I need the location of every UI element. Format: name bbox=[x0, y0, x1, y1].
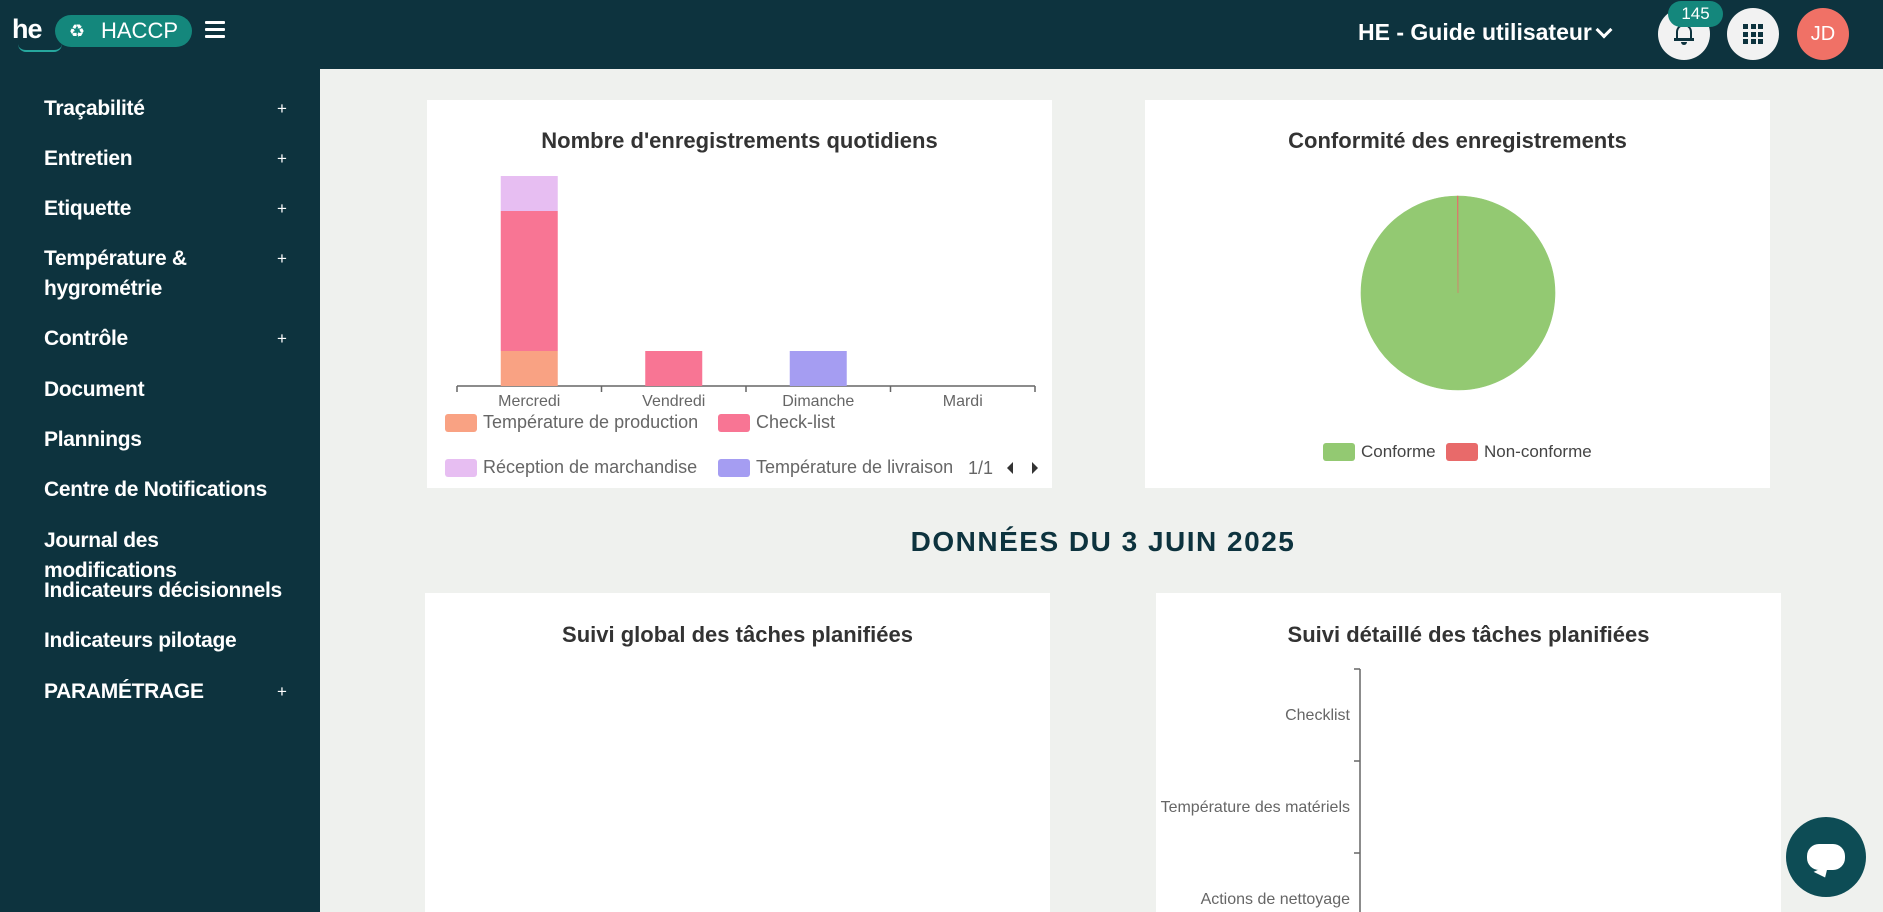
legend-item-conforme[interactable]: Conforme bbox=[1323, 442, 1436, 462]
x-tick-label: Mercredi bbox=[498, 393, 560, 410]
legend-label: Conforme bbox=[1361, 442, 1436, 461]
bar-segment[interactable] bbox=[789, 351, 847, 386]
daily-records-chart: Mercredi Vendredi Dimanche Mardi bbox=[456, 176, 1036, 410]
sidebar-item-plannings[interactable]: Plannings bbox=[44, 425, 294, 455]
global-tasks-card: Suivi global des tâches planifiées bbox=[425, 593, 1050, 912]
he-logo[interactable]: he bbox=[12, 14, 62, 52]
legend-item-check-list[interactable]: Check-list bbox=[718, 412, 835, 433]
grid-icon bbox=[1743, 24, 1763, 44]
sidebar-item-label: Centre de Notifications bbox=[44, 478, 267, 501]
section-heading: DONNÉES DU 3 JUIN 2025 bbox=[910, 526, 1296, 557]
legend-swatch bbox=[718, 458, 750, 477]
bar-segment[interactable] bbox=[500, 176, 558, 211]
daily-records-card: Nombre d'enregistrements quotidiens Merc… bbox=[427, 100, 1052, 488]
legend-next-arrow-icon[interactable] bbox=[1029, 461, 1041, 475]
legend-swatch bbox=[445, 458, 477, 477]
sidebar-item-entretien[interactable]: Entretien + bbox=[44, 144, 294, 174]
sidebar: Traçabilité + Entretien + Etiquette + Te… bbox=[0, 69, 320, 912]
sidebar-item-label: Document bbox=[44, 378, 145, 401]
sidebar-item-label: PARAMÉTRAGE bbox=[44, 680, 204, 703]
expand-plus-icon[interactable]: + bbox=[277, 199, 287, 218]
y-tick-label: Checklist bbox=[1285, 707, 1350, 724]
bar-segment[interactable] bbox=[645, 351, 703, 386]
sidebar-item-indicateurs-pilotage[interactable]: Indicateurs pilotage bbox=[44, 626, 294, 656]
legend-label: Non-conforme bbox=[1484, 442, 1592, 461]
logo-swoosh-icon bbox=[18, 44, 62, 52]
chat-support-button[interactable] bbox=[1786, 817, 1866, 897]
detailed-tasks-chart: Checklist Température des matériels Action… bbox=[1161, 668, 1361, 912]
legend-label: Température de livraison bbox=[756, 457, 954, 477]
y-tick-label: Actions de nettoyage bbox=[1201, 891, 1351, 908]
sidebar-item-label: Journal des modifications bbox=[44, 529, 177, 582]
global-tasks-title: Suivi global des tâches planifiées bbox=[562, 622, 913, 647]
conformity-title: Conformité des enregistrements bbox=[1288, 128, 1627, 153]
legend-swatch bbox=[445, 413, 477, 432]
y-tick-label: Température des matériels bbox=[1161, 799, 1350, 816]
expand-plus-icon[interactable]: + bbox=[277, 682, 287, 701]
app-name: HACCP bbox=[101, 18, 179, 43]
sidebar-item-label: Etiquette bbox=[44, 197, 132, 220]
legend-prev-arrow-icon[interactable] bbox=[1004, 461, 1016, 475]
organization-selector[interactable]: HE - Guide utilisateur bbox=[1358, 19, 1613, 46]
sidebar-item-label: Entretien bbox=[44, 147, 133, 170]
sidebar-item-controle[interactable]: Contrôle + bbox=[44, 324, 294, 354]
x-tick-label: Mardi bbox=[943, 393, 983, 410]
legend-label: Réception de marchandise bbox=[483, 457, 698, 477]
sidebar-item-label: Traçabilité bbox=[44, 97, 145, 120]
notifications-count-badge: 145 bbox=[1668, 1, 1723, 27]
legend-item-reception-marchandise[interactable]: Réception de marchandise bbox=[445, 457, 697, 478]
sidebar-item-etiquette[interactable]: Etiquette + bbox=[44, 194, 294, 224]
sidebar-item-temperature-hygrometrie[interactable]: Température & hygrométrie + bbox=[44, 244, 294, 304]
legend-label: Température de production bbox=[483, 412, 699, 432]
app-switch-pill[interactable]: ♻ HACCP bbox=[55, 15, 192, 47]
legend-swatch bbox=[1323, 443, 1355, 461]
sidebar-item-document[interactable]: Document bbox=[44, 375, 294, 405]
chat-bubble-icon bbox=[1807, 844, 1845, 870]
sidebar-item-label: Indicateurs pilotage bbox=[44, 629, 237, 652]
organization-name: HE - Guide utilisateur bbox=[1358, 19, 1592, 45]
legend-item-temperature-production[interactable]: Température de production bbox=[445, 412, 698, 433]
sidebar-item-label: Température & bbox=[44, 247, 187, 270]
sidebar-item-label: Indicateurs décisionnels bbox=[44, 579, 282, 602]
legend-item-non-conforme[interactable]: Non-conforme bbox=[1446, 442, 1592, 462]
expand-plus-icon[interactable]: + bbox=[277, 249, 287, 268]
x-tick-label: Vendredi bbox=[642, 393, 705, 410]
sidebar-item-indicateurs-decisionnels[interactable]: Indicateurs décisionnels bbox=[44, 576, 294, 606]
sidebar-item-centre-notifications[interactable]: Centre de Notifications bbox=[44, 475, 294, 505]
legend-swatch bbox=[1446, 443, 1478, 461]
chevron-down-icon bbox=[1595, 21, 1613, 38]
sidebar-item-tracabilite[interactable]: Traçabilité + bbox=[44, 94, 294, 124]
legend-swatch bbox=[718, 413, 750, 432]
user-avatar[interactable]: JD bbox=[1797, 8, 1849, 60]
conformity-card: Conformité des enregistrements Conforme … bbox=[1145, 100, 1770, 488]
legend-page-indicator: 1/1 bbox=[968, 458, 994, 478]
daily-records-title: Nombre d'enregistrements quotidiens bbox=[541, 128, 938, 153]
legend-label: Check-list bbox=[756, 412, 836, 432]
menu-toggle-icon[interactable] bbox=[205, 21, 225, 41]
expand-plus-icon[interactable]: + bbox=[277, 99, 287, 118]
top-bar: he ♻ HACCP HE - Guide utilisateur 145 JD bbox=[0, 0, 1883, 69]
detailed-tasks-card: Suivi détaillé des tâches planifiées Che… bbox=[1156, 593, 1781, 912]
logo-text: he bbox=[12, 14, 42, 44]
conformity-pie-chart bbox=[1360, 195, 1556, 391]
pie-slice[interactable] bbox=[1457, 195, 1459, 294]
legend-pagination: 1/1 bbox=[968, 458, 993, 479]
bar-segment[interactable] bbox=[500, 351, 558, 386]
x-tick-label: Dimanche bbox=[782, 393, 854, 410]
sidebar-item-label: Contrôle bbox=[44, 327, 128, 350]
detailed-tasks-title: Suivi détaillé des tâches planifiées bbox=[1287, 622, 1650, 647]
sidebar-item-label-line2: hygrométrie bbox=[44, 277, 163, 300]
expand-plus-icon[interactable]: + bbox=[277, 329, 287, 348]
expand-plus-icon[interactable]: + bbox=[277, 149, 287, 168]
sidebar-item-journal-modifications[interactable]: Journal des modifications bbox=[44, 526, 294, 586]
recycle-leaf-icon: ♻ bbox=[69, 20, 86, 41]
sidebar-item-label: Plannings bbox=[44, 428, 142, 451]
bar-segment[interactable] bbox=[500, 211, 558, 351]
legend-item-temperature-livraison[interactable]: Température de livraison bbox=[718, 457, 953, 478]
apps-grid-button[interactable] bbox=[1727, 8, 1779, 60]
sidebar-item-parametrage[interactable]: PARAMÉTRAGE + bbox=[44, 677, 294, 707]
